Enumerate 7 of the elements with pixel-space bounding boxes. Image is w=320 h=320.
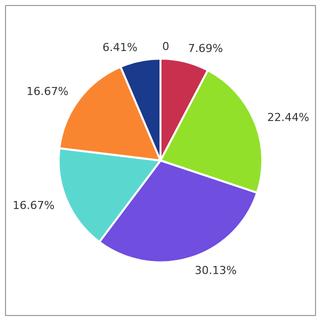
data-label: 7.69% [188,42,223,56]
text: 0 [162,40,170,53]
data-label: 16.67% [12,199,55,212]
data-label: 30.13% [194,264,237,277]
data-label: 6.41% [102,41,138,54]
data-label: 16.67% [26,84,68,98]
data-label: 22.44% [267,110,310,124]
